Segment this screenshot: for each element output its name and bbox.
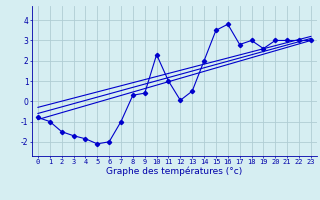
- X-axis label: Graphe des températures (°c): Graphe des températures (°c): [106, 167, 243, 176]
